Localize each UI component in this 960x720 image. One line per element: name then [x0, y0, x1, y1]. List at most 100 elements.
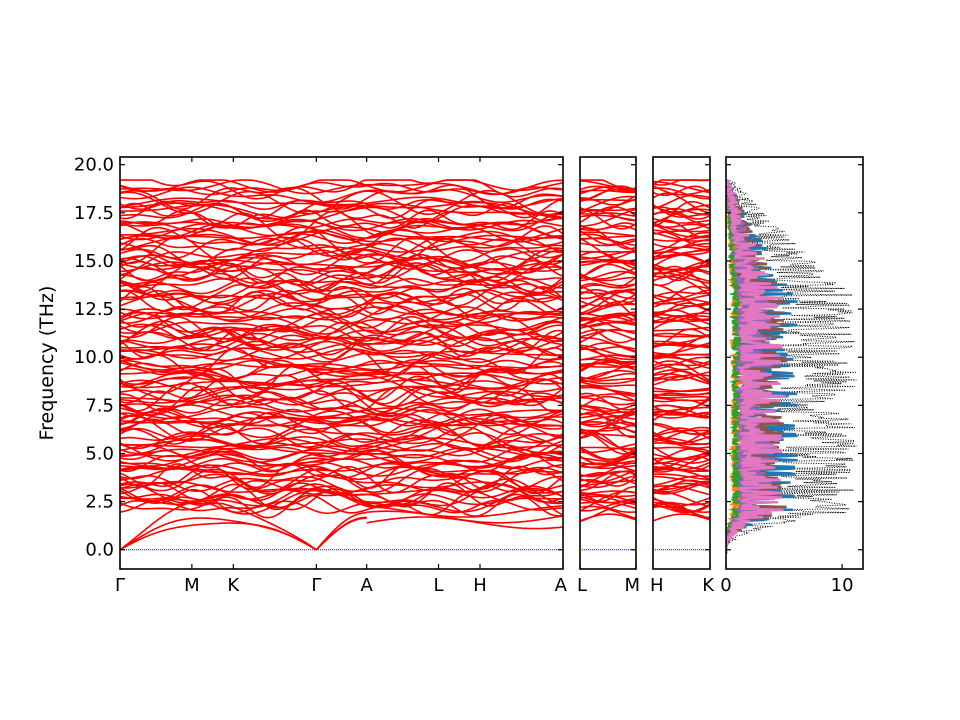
- band-line: [580, 222, 636, 231]
- band-line: [653, 194, 710, 210]
- band-line: [580, 179, 636, 190]
- band-line: [653, 371, 710, 381]
- band-line: [653, 399, 710, 409]
- band-line: [653, 204, 710, 213]
- band-line: [580, 288, 636, 314]
- acoustic-branch: [366, 510, 563, 524]
- band-line: [120, 280, 563, 307]
- y-tick-label: 5.0: [85, 443, 114, 464]
- band-line: [653, 496, 710, 514]
- band-line: [120, 311, 563, 343]
- band-line: [653, 229, 710, 235]
- band-line: [580, 475, 636, 487]
- band-line: [653, 269, 710, 287]
- kpoint-label: K: [702, 575, 715, 596]
- band-line: [653, 395, 710, 399]
- band-line: [580, 456, 636, 465]
- band-line: [120, 202, 563, 224]
- y-axis-label: Frequency (THz): [36, 286, 58, 441]
- band-line: [580, 412, 636, 428]
- band-line: [120, 394, 563, 417]
- band-line: [580, 485, 636, 502]
- band-line: [653, 187, 710, 200]
- band-line: [120, 434, 563, 451]
- band-line: [653, 307, 710, 323]
- band-line: [580, 378, 636, 385]
- band-line: [120, 335, 563, 353]
- band-line: [653, 433, 710, 449]
- band-line: [120, 465, 563, 481]
- panel-frame: [119, 156, 564, 570]
- band-line: [580, 499, 636, 512]
- band-line: [580, 411, 636, 439]
- band-line: [120, 236, 563, 259]
- acoustic-branch: [580, 498, 636, 514]
- band-line: [653, 302, 710, 318]
- band-line: [653, 184, 710, 196]
- band-line: [120, 401, 563, 430]
- band-line: [120, 249, 563, 268]
- band-line: [120, 426, 563, 450]
- acoustic-branch: [120, 502, 317, 551]
- band-line: [580, 312, 636, 326]
- band-line: [653, 185, 710, 197]
- band-line: [120, 285, 563, 312]
- y-tick-label: 12.5: [74, 299, 114, 320]
- band-line: [653, 298, 710, 305]
- bands-group-0: [120, 179, 563, 551]
- band-line: [653, 334, 710, 345]
- kpoint-label: L: [434, 575, 444, 596]
- y-tick-label: 10.0: [74, 347, 114, 368]
- band-line: [120, 179, 563, 193]
- band-line: [580, 479, 636, 486]
- band-line: [580, 250, 636, 254]
- band-line: [580, 469, 636, 477]
- band-line: [653, 392, 710, 397]
- band-line: [580, 207, 636, 230]
- band-line: [580, 250, 636, 261]
- band-line: [653, 257, 710, 282]
- band-line: [120, 217, 563, 232]
- y-tick-label: 0.0: [85, 540, 114, 561]
- band-line: [120, 315, 563, 343]
- band-line: [653, 291, 710, 298]
- band-line: [580, 267, 636, 280]
- band-line: [653, 431, 710, 444]
- band-line: [120, 306, 563, 324]
- band-line: [120, 242, 563, 269]
- band-line: [653, 406, 710, 414]
- acoustic-branch: [120, 522, 317, 551]
- band-line: [580, 259, 636, 263]
- dos-series-6: [726, 179, 789, 554]
- band-line: [653, 247, 710, 260]
- band-line: [653, 423, 710, 436]
- band-line: [120, 253, 563, 280]
- band-line: [120, 184, 563, 210]
- dos-x-tick-label: 10: [831, 575, 854, 596]
- band-line: [653, 481, 710, 495]
- band-line: [580, 403, 636, 413]
- dos-panel: 0 10: [720, 156, 864, 596]
- y-tick-label: 15.0: [74, 251, 114, 272]
- band-line: [653, 206, 710, 220]
- band-line: [653, 356, 710, 371]
- band-line: [653, 200, 710, 228]
- band-line: [120, 474, 563, 493]
- band-line: [580, 212, 636, 217]
- band-line: [580, 346, 636, 351]
- band-line: [653, 211, 710, 226]
- kpoint-label: A: [555, 575, 568, 596]
- kpoint-label: H: [650, 575, 664, 596]
- acoustic-branch: [315, 511, 367, 551]
- band-line: [120, 391, 563, 408]
- band-line: [653, 359, 710, 371]
- band-line: [653, 458, 710, 471]
- band-line: [120, 196, 563, 209]
- band-line: [120, 238, 563, 266]
- band-line: [580, 381, 636, 388]
- kpoint-label: A: [360, 575, 373, 596]
- band-line: [580, 231, 636, 237]
- band-line: [580, 428, 636, 450]
- panel-frame: [579, 156, 637, 570]
- band-line: [580, 386, 636, 397]
